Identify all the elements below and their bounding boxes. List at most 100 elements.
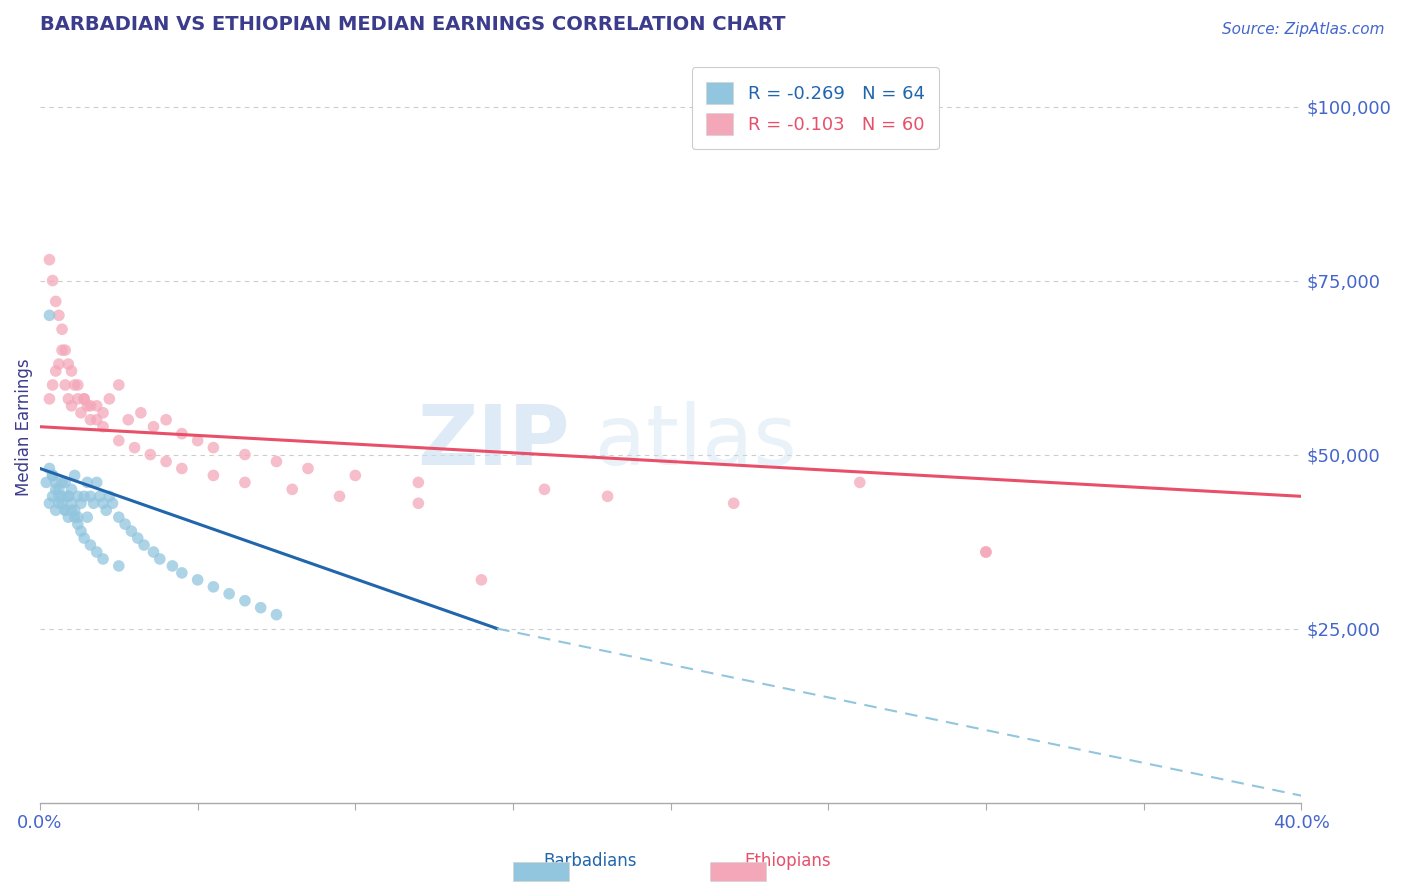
Point xyxy=(124,441,146,455)
Point xyxy=(849,475,872,490)
Point xyxy=(91,552,114,566)
Point xyxy=(53,503,76,517)
Y-axis label: Median Earnings: Median Earnings xyxy=(15,358,32,496)
Point xyxy=(155,454,177,468)
Point xyxy=(66,517,89,532)
Point xyxy=(142,545,165,559)
Legend: R = -0.269   N = 64, R = -0.103   N = 60: R = -0.269 N = 64, R = -0.103 N = 60 xyxy=(692,68,939,149)
Point xyxy=(48,496,70,510)
Point xyxy=(70,524,93,538)
Point xyxy=(187,573,209,587)
Point xyxy=(249,600,271,615)
Text: ZIP: ZIP xyxy=(418,401,569,483)
Point xyxy=(58,392,80,406)
Point xyxy=(98,489,121,503)
Point xyxy=(974,545,997,559)
Point xyxy=(202,441,225,455)
Point xyxy=(48,483,70,497)
Point xyxy=(79,538,101,552)
Point xyxy=(51,489,73,503)
Point xyxy=(63,510,86,524)
Point xyxy=(73,531,96,545)
Point xyxy=(53,378,76,392)
Point xyxy=(53,475,76,490)
Point xyxy=(76,510,98,524)
Point xyxy=(281,483,304,497)
Point xyxy=(328,489,350,503)
Point xyxy=(233,475,256,490)
Point xyxy=(86,545,108,559)
Point xyxy=(266,454,288,468)
Point xyxy=(38,461,60,475)
Point xyxy=(533,483,555,497)
Text: Barbadians: Barbadians xyxy=(544,852,637,870)
Point xyxy=(91,419,114,434)
Point xyxy=(38,309,60,323)
Point xyxy=(202,580,225,594)
Point xyxy=(974,545,997,559)
Point xyxy=(79,399,101,413)
Point xyxy=(218,587,240,601)
Point xyxy=(45,483,67,497)
Point xyxy=(51,322,73,336)
Point xyxy=(408,475,430,490)
Point xyxy=(170,566,193,580)
Point xyxy=(51,496,73,510)
Point xyxy=(73,392,96,406)
Point xyxy=(233,593,256,607)
Text: Ethiopians: Ethiopians xyxy=(744,852,831,870)
Point xyxy=(60,364,83,378)
Point xyxy=(63,468,86,483)
Point xyxy=(129,406,152,420)
Point xyxy=(48,309,70,323)
Point xyxy=(66,392,89,406)
Point xyxy=(86,399,108,413)
Point xyxy=(170,461,193,475)
Point xyxy=(53,343,76,358)
Text: Source: ZipAtlas.com: Source: ZipAtlas.com xyxy=(1222,22,1385,37)
Point xyxy=(344,468,367,483)
Point xyxy=(41,274,63,288)
Point xyxy=(48,357,70,371)
Point xyxy=(45,475,67,490)
Point xyxy=(76,475,98,490)
Point xyxy=(60,399,83,413)
Point xyxy=(83,496,105,510)
Point xyxy=(114,517,136,532)
Point xyxy=(58,489,80,503)
Point xyxy=(470,573,492,587)
Point xyxy=(101,496,124,510)
Point xyxy=(149,552,172,566)
Point xyxy=(41,468,63,483)
Point xyxy=(155,413,177,427)
Point xyxy=(63,378,86,392)
Point xyxy=(60,496,83,510)
Point xyxy=(38,392,60,406)
Point xyxy=(187,434,209,448)
Point xyxy=(53,503,76,517)
Text: BARBADIAN VS ETHIOPIAN MEDIAN EARNINGS CORRELATION CHART: BARBADIAN VS ETHIOPIAN MEDIAN EARNINGS C… xyxy=(39,15,786,34)
Point xyxy=(73,489,96,503)
Point xyxy=(79,413,101,427)
Point xyxy=(48,489,70,503)
Point xyxy=(297,461,319,475)
Point xyxy=(86,475,108,490)
Text: atlas: atlas xyxy=(595,401,797,483)
Point xyxy=(266,607,288,622)
Point xyxy=(41,378,63,392)
Point xyxy=(66,510,89,524)
Point xyxy=(596,489,619,503)
Point xyxy=(35,475,58,490)
Point xyxy=(79,489,101,503)
Point xyxy=(202,468,225,483)
Point xyxy=(63,503,86,517)
Point xyxy=(66,489,89,503)
Point xyxy=(91,406,114,420)
Point xyxy=(96,503,118,517)
Point xyxy=(41,468,63,483)
Point xyxy=(86,413,108,427)
Point xyxy=(120,524,142,538)
Point xyxy=(45,503,67,517)
Point xyxy=(91,496,114,510)
Point xyxy=(66,378,89,392)
